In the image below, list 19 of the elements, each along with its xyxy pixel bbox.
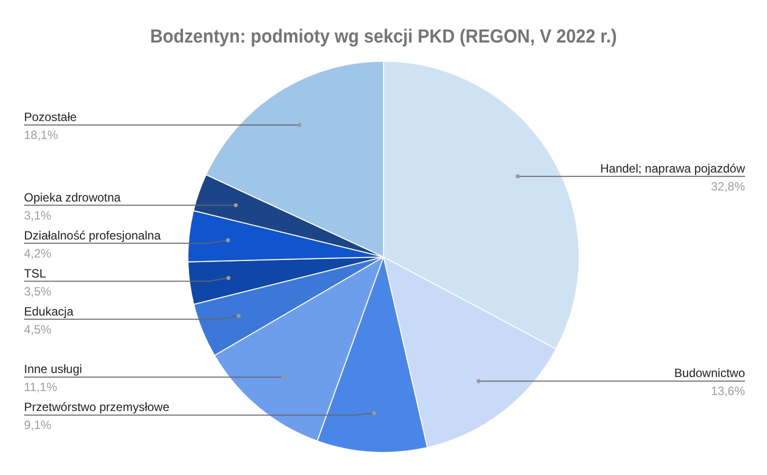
slice-label: Opieka zdrowotna	[24, 190, 122, 204]
data-label: 32,8%	[710, 179, 746, 194]
slice-label: Pozostałe	[24, 110, 78, 124]
slice-label: Handel; naprawa pojazdów	[600, 161, 746, 176]
data-label: 11,1%	[24, 380, 58, 394]
data-label: 9,1%	[24, 418, 52, 432]
data-label: 4,5%	[24, 322, 52, 336]
data-label: 13,6%	[710, 384, 746, 398]
slice-label: TSL	[24, 266, 46, 280]
slice-label: Przetwórstwo przemysłowe	[24, 400, 170, 414]
data-label: 3,1%	[24, 208, 52, 222]
slice-label: Budownictwo	[674, 366, 746, 380]
slice-label: Edukacja	[24, 304, 74, 318]
data-label: 3,5%	[24, 284, 52, 298]
data-label: 18,1%	[24, 128, 58, 142]
chart-title: Bodzentyn: podmioty wg sekcji PKD (REGON, V 2022 r.)	[150, 24, 617, 47]
data-label: 4,2%	[24, 246, 52, 260]
slice-label: Działalność profesjonalna	[24, 228, 162, 242]
slice-label: Inne usługi	[24, 362, 82, 376]
